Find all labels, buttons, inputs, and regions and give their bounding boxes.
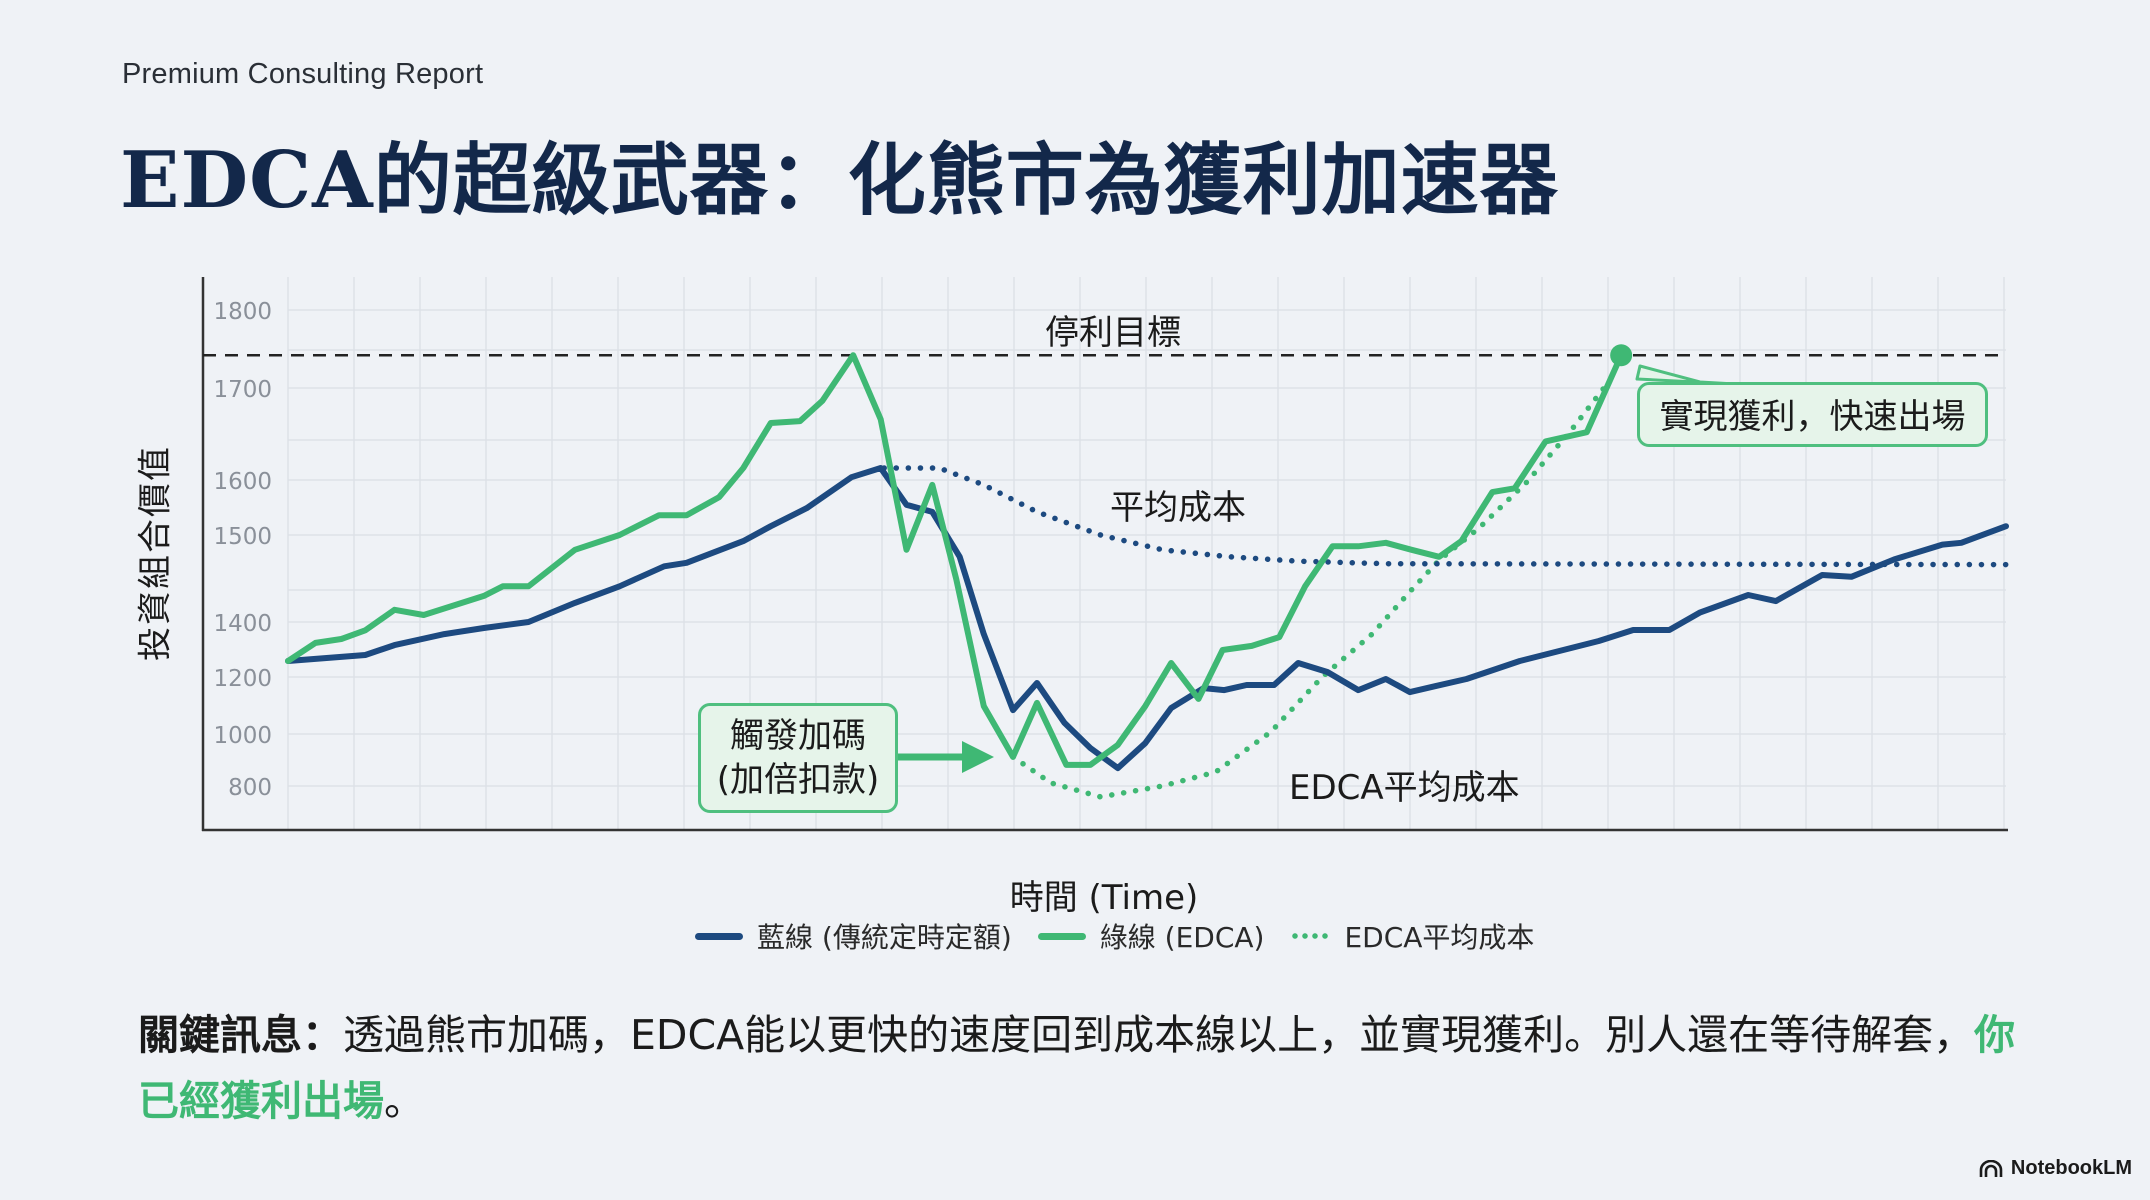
y-tick-label: 1200 [213,666,272,692]
series-line-2 [881,465,2009,568]
legend-item-traditional: 藍線 (傳統定時定額) [695,916,1012,956]
edca-avg-cost-label: EDCA平均成本 [1289,768,1520,808]
series-line-1 [285,352,1625,768]
stop-target-label: 停利目標 [1045,313,1181,353]
chart-grid [287,277,2006,830]
trigger-callout-line2: (加倍扣款) [716,760,880,801]
y-tick-label: 1800 [213,299,272,325]
page-title: EDCA的超級武器：化熊市為獲利加速器 [120,135,1559,226]
key-message-body: 透過熊市加碼，EDCA能以更快的速度回到成本線以上，並實現獲利。別人還在等待解套… [343,1011,1975,1059]
key-message-highlight: 你已經獲利出場 [138,1011,2016,1125]
chart-series [285,352,2009,800]
y-tick-label: 1400 [213,611,272,637]
chart-legend: 藍線 (傳統定時定額) 綠線 (EDCA) EDCA平均成本 [695,916,1534,956]
legend-label: 藍線 (傳統定時定額) [757,921,1012,954]
notebooklm-logo-icon [1979,1159,2003,1177]
trigger-arrow-icon [898,741,994,773]
legend-item-edca: 綠線 (EDCA) [1037,916,1265,956]
legend-swatch-green [1037,932,1086,940]
legend-swatch-dotted [1290,933,1331,939]
x-axis-label: 時間 (Time) [1009,878,1199,918]
brand-label: NotebookLM [2010,1157,2132,1179]
series-line-3 [1010,382,1609,800]
avg-cost-label: 平均成本 [1110,488,1246,528]
legend-item-edca-avg: EDCA平均成本 [1290,916,1534,956]
profit-exit-marker [1610,344,1633,367]
series-line-0 [285,465,2009,772]
trigger-callout: 觸發加碼 (加倍扣款) [698,703,898,813]
legend-label: 綠線 (EDCA) [1099,921,1265,954]
notebooklm-brand: NotebookLM [1979,1157,2132,1180]
profit-callout: 實現獲利，快速出場 [1637,382,1988,447]
y-axis-label: 投資組合價值 [135,445,176,661]
key-message: 關鍵訊息：透過熊市加碼，EDCA能以更快的速度回到成本線以上，並實現獲利。別人還… [138,1002,2018,1134]
legend-swatch-blue [695,932,743,940]
key-message-lead: 關鍵訊息： [138,1011,343,1059]
y-tick-label: 800 [228,775,272,801]
key-message-tail: 。 [384,1077,425,1125]
y-axis-ticks: 800 1000 1200 1400 1500 1600 1700 1800 [213,299,272,801]
y-tick-label: 1600 [213,469,272,495]
y-tick-label: 1500 [213,524,272,550]
trigger-callout-line1: 觸發加碼 [730,716,866,756]
report-eyebrow: Premium Consulting Report [122,58,484,90]
legend-label: EDCA平均成本 [1344,921,1535,954]
y-tick-label: 1700 [213,377,272,403]
y-tick-label: 1000 [213,723,272,749]
